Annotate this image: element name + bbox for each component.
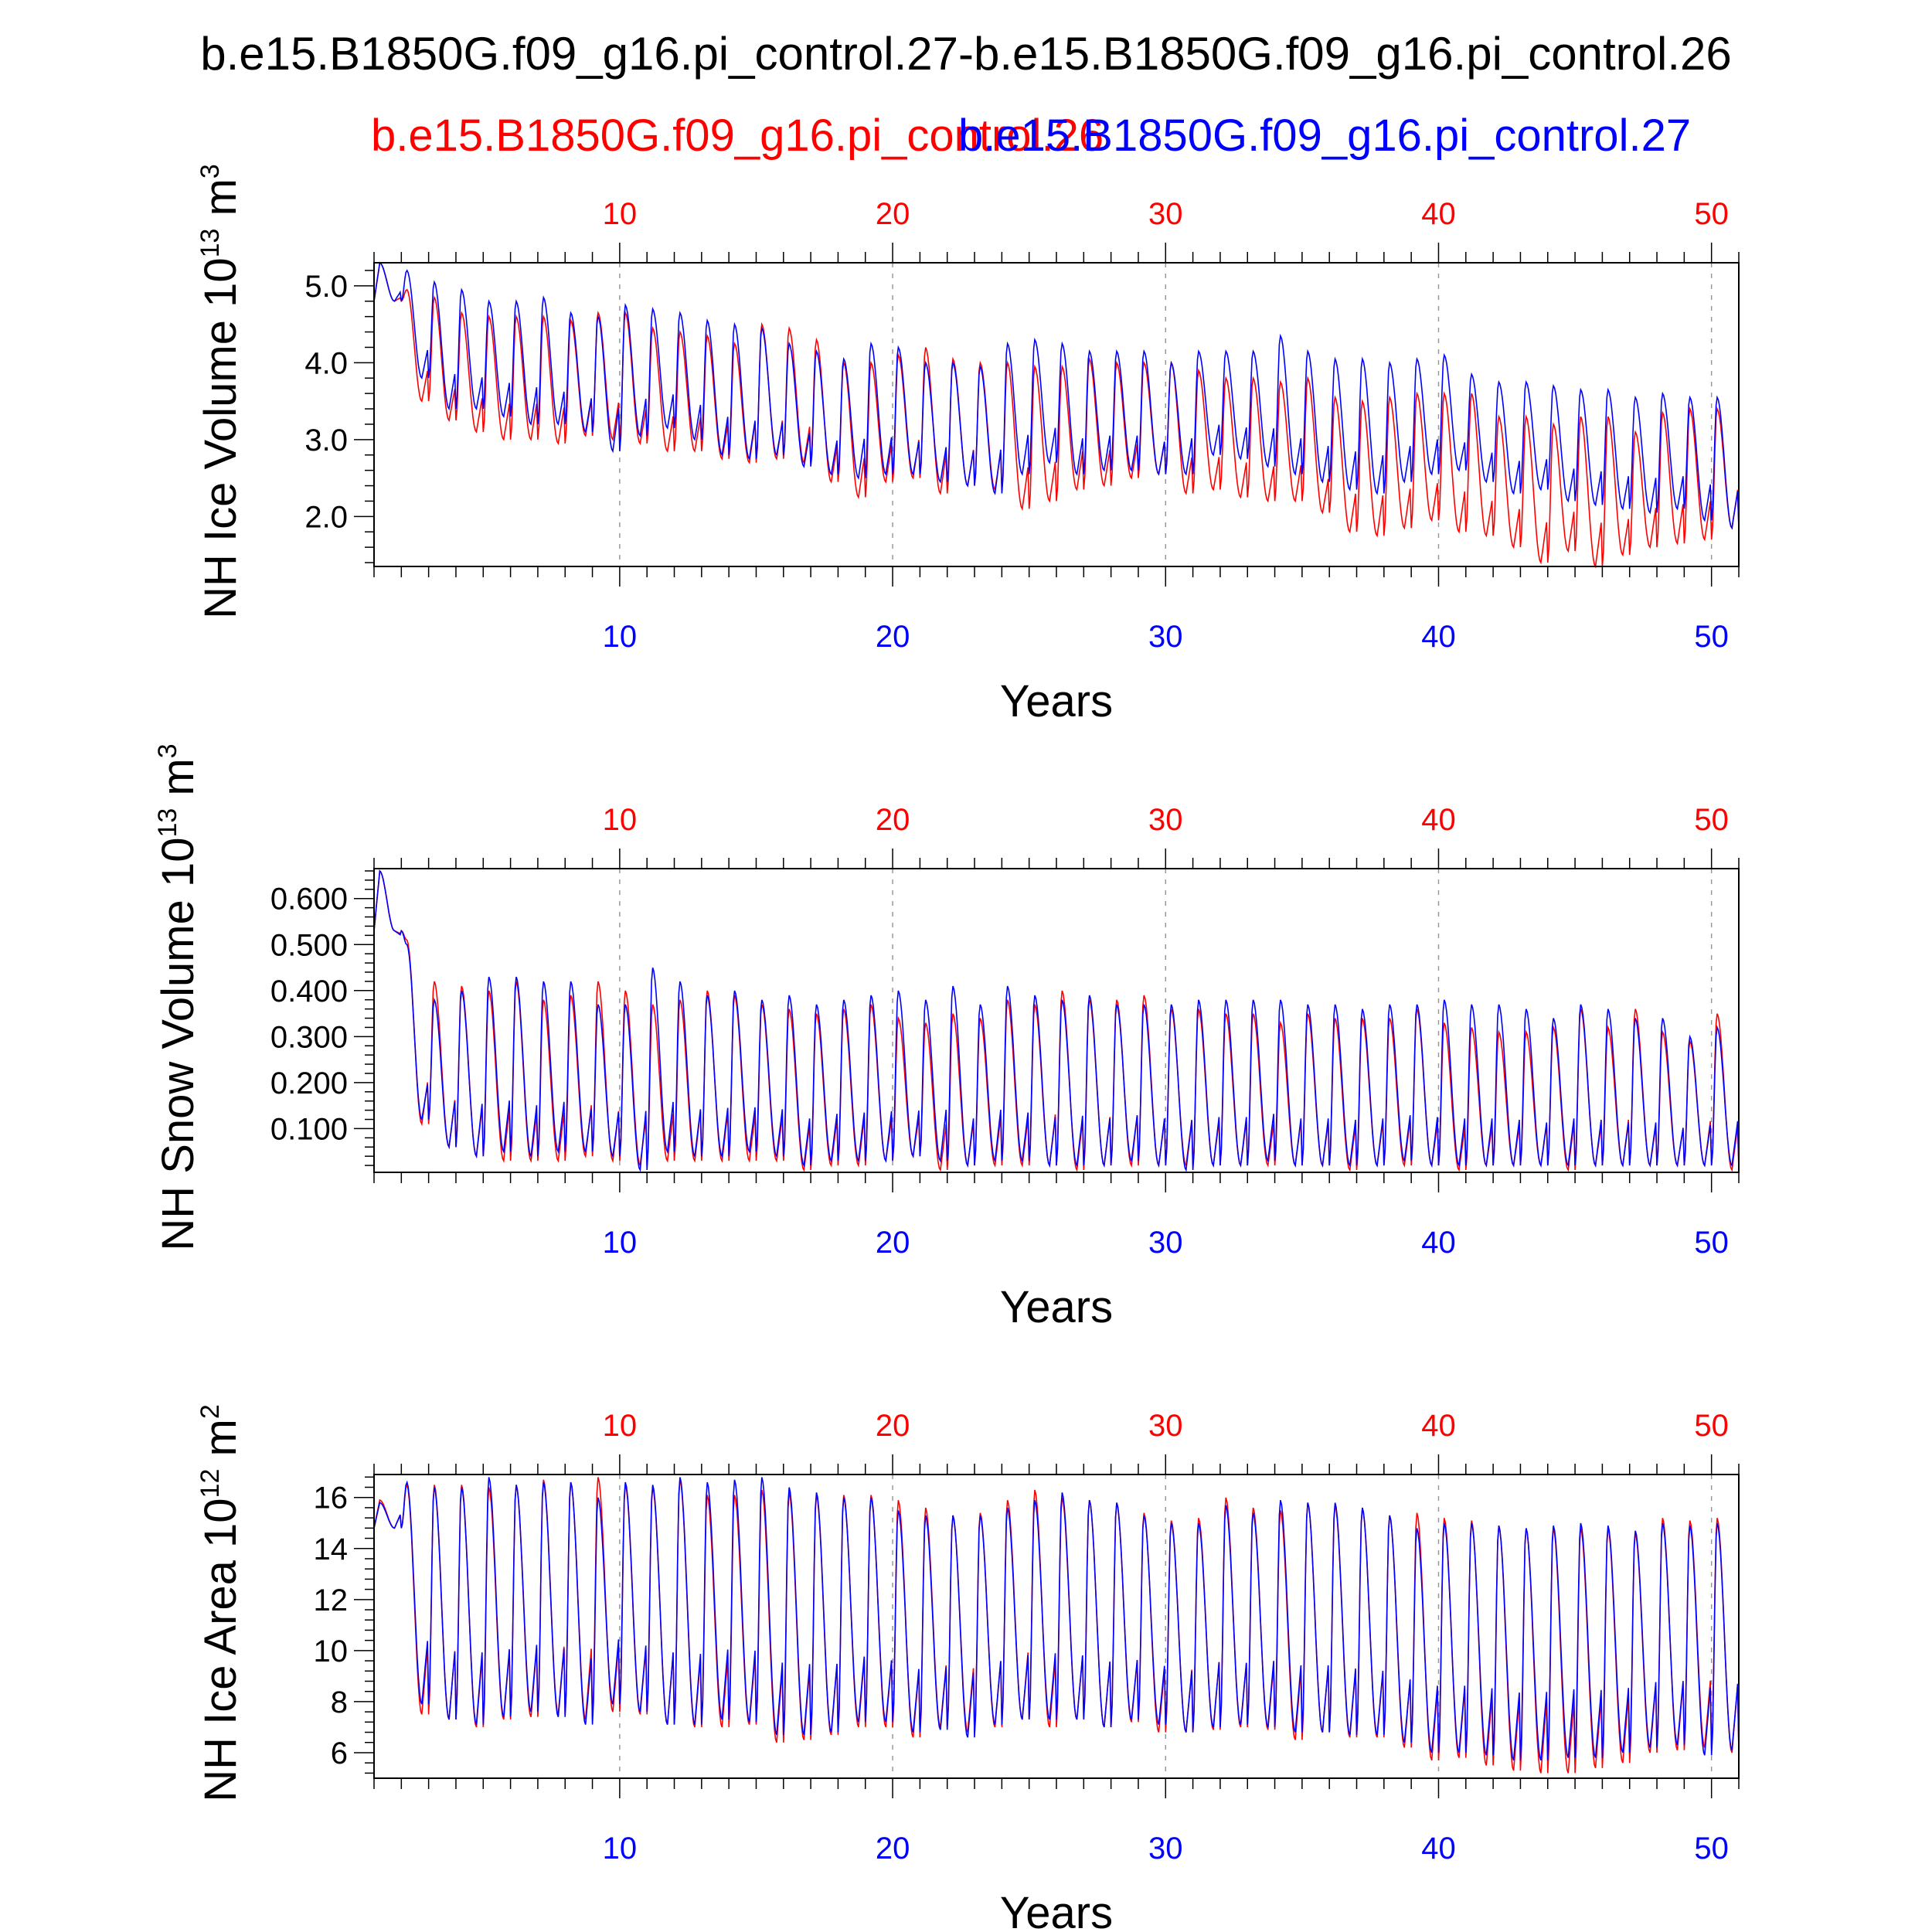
bottom-tick-label: 10 (603, 1226, 638, 1260)
y-tick-label: 0.400 (270, 975, 348, 1009)
panel-snow-volume: 10 10 20 20 30 30 40 40 50 50 0.100 0.200 0.300 0.400… (153, 743, 1740, 1332)
series-line-control-26 (373, 1477, 1740, 1774)
bottom-tick-label: 30 (1148, 1226, 1183, 1260)
y-axis-label-superscript: 3 (196, 164, 225, 179)
top-tick-label: 10 (603, 1409, 638, 1443)
x-axis-label: Years (1000, 1282, 1113, 1332)
x-axis-label: Years (1000, 676, 1113, 726)
y-axis-label-superscript: 2 (196, 1404, 225, 1419)
series-line-control-27 (373, 261, 1740, 530)
bottom-tick-label: 50 (1694, 1832, 1729, 1866)
chart-panels: 10 10 20 20 30 30 40 40 50 50 2.0 3.0 4.0 5.0 NH Ice V… (153, 164, 1740, 1932)
bottom-tick-label: 10 (603, 620, 638, 654)
bottom-tick-label: 50 (1694, 620, 1729, 654)
panel-ice-volume: 10 10 20 20 30 30 40 40 50 50 2.0 3.0 4.0 5.0 NH Ice V… (196, 164, 1740, 726)
y-tick-label: 6 (331, 1736, 348, 1770)
bottom-tick-label: 30 (1148, 1832, 1183, 1866)
panel-ice-area: 10 10 20 20 30 30 40 40 50 50 6 8 10 12 14 16 NH Ice Are… (196, 1404, 1740, 1932)
bottom-tick-label: 40 (1421, 620, 1456, 654)
y-axis-label-text: m (153, 758, 203, 808)
y-axis-label-superscript: 12 (196, 1469, 225, 1498)
top-tick-label: 50 (1694, 197, 1729, 231)
top-tick-label: 20 (876, 1409, 910, 1443)
y-tick-label: 10 (314, 1634, 349, 1668)
bottom-tick-label: 10 (603, 1832, 638, 1866)
y-tick-label: 5.0 (304, 270, 348, 304)
series-line-control-26 (373, 261, 1740, 569)
y-tick-label: 2.0 (304, 500, 348, 534)
series-line-control-26 (373, 869, 1740, 1172)
y-tick-label: 0.500 (270, 928, 348, 962)
plot-frame (373, 262, 1740, 567)
y-tick-label: 12 (314, 1583, 349, 1617)
y-axis-label-text: m (196, 179, 246, 228)
y-axis-label: NH Ice Volume 1013 m3 (196, 164, 246, 619)
top-tick-label: 10 (603, 803, 638, 837)
top-tick-label: 20 (876, 803, 910, 837)
top-tick-label: 50 (1694, 803, 1729, 837)
figure-title: b.e15.B1850G.f09_g16.pi_control.27-b.e15… (200, 28, 1732, 80)
y-axis-label-superscript: 13 (153, 808, 182, 838)
y-axis-label: NH Snow Volume 1013 m3 (153, 743, 203, 1250)
bottom-tick-label: 40 (1421, 1226, 1456, 1260)
y-axis-label-text: m (196, 1419, 246, 1468)
top-tick-label: 10 (603, 197, 638, 231)
y-axis-label: NH Ice Area 1012 m2 (196, 1404, 246, 1802)
y-tick-label: 8 (331, 1685, 348, 1719)
top-tick-label: 30 (1148, 1409, 1183, 1443)
y-tick-label: 0.200 (270, 1066, 348, 1100)
top-tick-label: 50 (1694, 1409, 1729, 1443)
y-axis-label-superscript: 3 (153, 743, 182, 758)
top-tick-label: 40 (1421, 1409, 1456, 1443)
top-tick-label: 20 (876, 197, 910, 231)
bottom-tick-label: 30 (1148, 620, 1183, 654)
y-tick-label: 4.0 (304, 346, 348, 380)
legend-label-control-26: b.e15.B1850G.f09_g16.pi_control.26 (371, 111, 1104, 161)
y-axis-label-text: NH Ice Area 10 (196, 1498, 246, 1801)
y-tick-label: 3.0 (304, 423, 348, 457)
series-line-control-27 (373, 869, 1740, 1172)
y-tick-label: 0.300 (270, 1020, 348, 1054)
bottom-tick-label: 20 (876, 1832, 910, 1866)
bottom-tick-label: 50 (1694, 1226, 1729, 1260)
y-tick-label: 16 (314, 1481, 349, 1515)
bottom-tick-label: 40 (1421, 1832, 1456, 1866)
y-axis-label-superscript: 13 (196, 229, 225, 258)
y-axis-label-text: NH Ice Volume 10 (196, 257, 246, 618)
y-tick-label: 0.600 (270, 883, 348, 917)
bottom-tick-label: 20 (876, 620, 910, 654)
series-line-control-27 (373, 1477, 1740, 1761)
top-tick-label: 30 (1148, 803, 1183, 837)
legend-label-control-27: b.e15.B1850G.f09_g16.pi_control.27 (958, 111, 1691, 161)
y-tick-label: 0.100 (270, 1112, 348, 1146)
x-axis-label: Years (1000, 1888, 1113, 1932)
top-tick-label: 30 (1148, 197, 1183, 231)
y-tick-label: 14 (314, 1532, 349, 1566)
y-axis-label-text: NH Snow Volume 10 (153, 838, 203, 1251)
top-tick-label: 40 (1421, 803, 1456, 837)
bottom-tick-label: 20 (876, 1226, 910, 1260)
top-tick-label: 40 (1421, 197, 1456, 231)
plot-frame (373, 868, 1740, 1173)
